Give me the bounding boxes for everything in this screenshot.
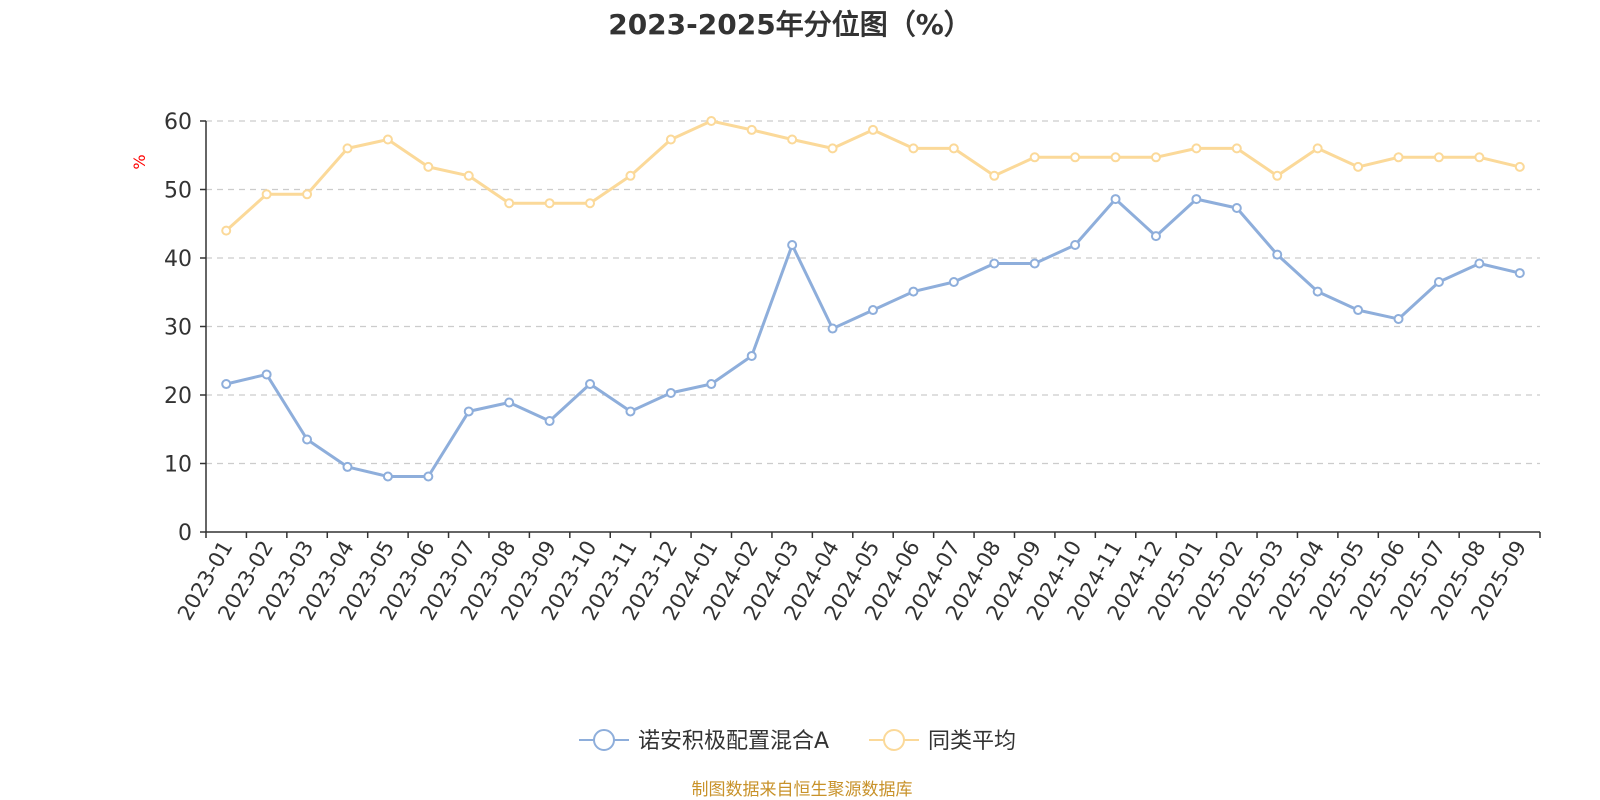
data-point[interactable] <box>302 189 313 200</box>
data-point[interactable] <box>302 434 313 445</box>
series-line-1 <box>224 119 1522 233</box>
data-point[interactable] <box>1191 143 1202 154</box>
data-point[interactable] <box>544 198 555 209</box>
data-point[interactable] <box>261 369 272 380</box>
data-point[interactable] <box>1514 161 1525 172</box>
data-point[interactable] <box>1231 202 1242 213</box>
data-point[interactable] <box>989 258 1000 269</box>
data-point[interactable] <box>1272 170 1283 181</box>
data-point[interactable] <box>1514 268 1525 279</box>
data-point[interactable] <box>827 143 838 154</box>
legend-item-average[interactable]: 同类平均 <box>869 729 1016 754</box>
legend-label-average: 同类平均 <box>928 729 1016 754</box>
data-point[interactable] <box>1191 194 1202 205</box>
data-point[interactable] <box>382 134 393 145</box>
legend-marker-fund <box>593 729 615 751</box>
data-point[interactable] <box>787 239 798 250</box>
data-point[interactable] <box>625 406 636 417</box>
y-tick-label: 20 <box>164 384 192 409</box>
data-point[interactable] <box>1070 152 1081 163</box>
data-point[interactable] <box>463 170 474 181</box>
grid-lines <box>206 120 1540 465</box>
legend-marker-average <box>883 729 905 751</box>
data-point[interactable] <box>706 379 717 390</box>
data-point[interactable] <box>868 305 878 316</box>
data-point[interactable] <box>504 397 515 408</box>
data-point[interactable] <box>1070 239 1081 250</box>
data-point[interactable] <box>1433 276 1444 287</box>
data-point[interactable] <box>827 323 838 334</box>
data-point[interactable] <box>1474 152 1485 163</box>
x-axis: 2023-012023-022023-032023-042023-052023-… <box>173 531 1541 624</box>
data-point[interactable] <box>1150 231 1161 242</box>
data-point[interactable] <box>1353 161 1364 172</box>
data-point[interactable] <box>1393 152 1404 163</box>
data-point[interactable] <box>544 416 555 427</box>
data-point[interactable] <box>665 134 676 145</box>
data-point[interactable] <box>423 161 434 172</box>
data-point[interactable] <box>221 379 232 390</box>
data-point[interactable] <box>504 198 515 209</box>
data-point[interactable] <box>1312 286 1323 297</box>
legend-item-fund[interactable]: 诺安积极配置混合A <box>579 729 829 754</box>
data-point[interactable] <box>463 406 474 417</box>
data-point[interactable] <box>1474 258 1485 269</box>
y-tick-label: 0 <box>178 521 192 546</box>
series-line-0 <box>224 197 1522 478</box>
data-point[interactable] <box>1110 194 1121 205</box>
data-point[interactable] <box>787 134 798 145</box>
data-point[interactable] <box>948 143 959 154</box>
y-tick-label: 60 <box>164 110 192 135</box>
data-point[interactable] <box>1393 313 1404 324</box>
data-point[interactable] <box>1150 152 1161 163</box>
data-point[interactable] <box>908 286 919 297</box>
data-point[interactable] <box>261 189 272 200</box>
data-point[interactable] <box>908 143 919 154</box>
data-point[interactable] <box>1272 249 1283 260</box>
series-points <box>221 116 1525 482</box>
series-lines <box>224 119 1522 478</box>
data-point[interactable] <box>625 170 636 181</box>
y-tick-label: 10 <box>164 453 192 478</box>
y-tick-label: 50 <box>164 179 192 204</box>
data-point[interactable] <box>1433 152 1444 163</box>
data-point[interactable] <box>1029 258 1040 269</box>
legend: 诺安积极配置混合A 同类平均 <box>579 729 1016 754</box>
data-point[interactable] <box>989 170 1000 181</box>
source-note: 制图数据来自恒生聚源数据库 <box>692 780 913 800</box>
y-tick-label: 30 <box>164 316 192 341</box>
data-point[interactable] <box>1110 152 1121 163</box>
data-point[interactable] <box>868 124 878 135</box>
y-tick-label: 40 <box>164 247 192 272</box>
data-point[interactable] <box>746 124 757 135</box>
data-point[interactable] <box>1029 152 1040 163</box>
chart-title: 2023-2025年分位图（%） <box>608 8 972 41</box>
data-point[interactable] <box>221 225 232 236</box>
data-point[interactable] <box>948 276 959 287</box>
y-axis-unit: % <box>130 154 149 169</box>
data-point[interactable] <box>585 198 596 209</box>
data-point[interactable] <box>342 143 353 154</box>
data-point[interactable] <box>382 471 393 482</box>
data-point[interactable] <box>585 379 596 390</box>
data-point[interactable] <box>1312 143 1323 154</box>
data-point[interactable] <box>706 116 717 126</box>
data-point[interactable] <box>1353 305 1364 316</box>
data-point[interactable] <box>342 461 353 472</box>
data-point[interactable] <box>423 471 434 482</box>
data-point[interactable] <box>746 350 757 361</box>
data-point[interactable] <box>1231 143 1242 154</box>
data-point[interactable] <box>665 387 676 398</box>
y-axis: 0 10 20 30 40 50 60 <box>164 110 207 546</box>
legend-label-fund: 诺安积极配置混合A <box>638 729 829 754</box>
